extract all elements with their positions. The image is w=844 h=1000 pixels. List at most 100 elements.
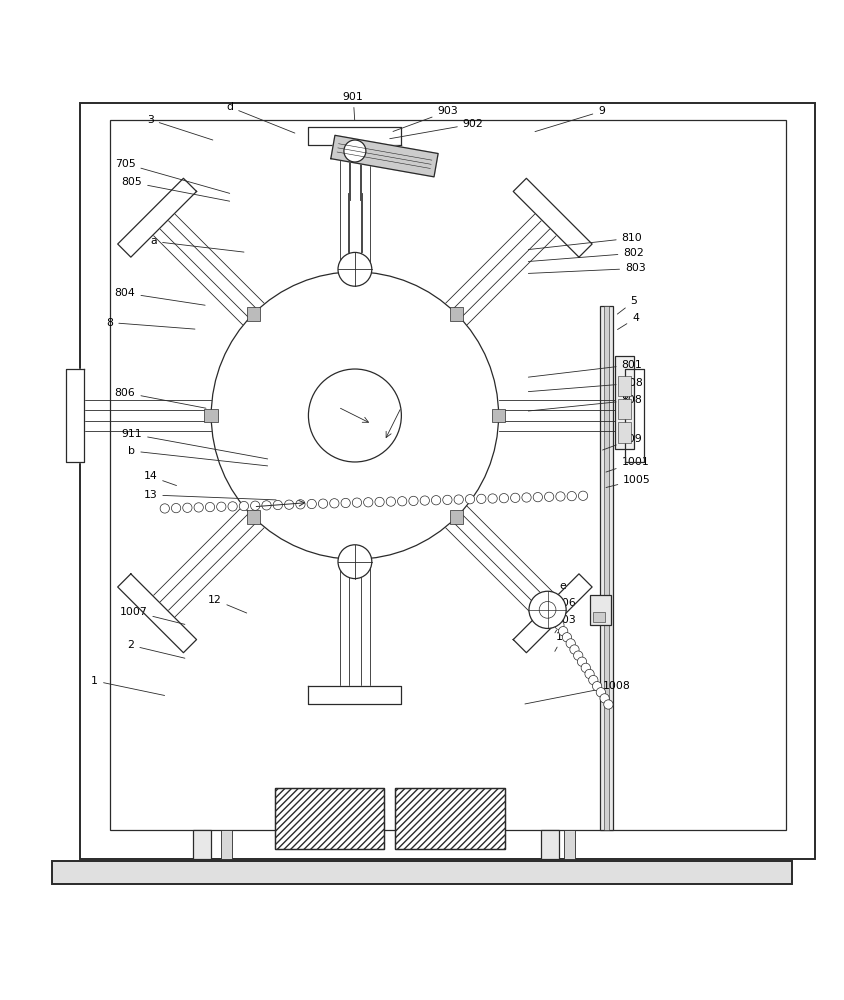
Circle shape bbox=[205, 502, 214, 512]
Bar bbox=[592, 612, 604, 622]
Circle shape bbox=[160, 504, 169, 513]
Bar bbox=[599, 306, 613, 830]
Circle shape bbox=[544, 492, 553, 501]
Circle shape bbox=[510, 493, 519, 502]
Circle shape bbox=[338, 545, 371, 579]
Polygon shape bbox=[331, 135, 437, 177]
Circle shape bbox=[522, 493, 531, 502]
Circle shape bbox=[442, 495, 452, 505]
Circle shape bbox=[419, 496, 429, 505]
Circle shape bbox=[338, 252, 371, 286]
Polygon shape bbox=[308, 127, 401, 145]
Circle shape bbox=[262, 501, 271, 510]
Circle shape bbox=[576, 657, 586, 666]
Circle shape bbox=[239, 501, 248, 511]
Bar bbox=[395, 788, 505, 849]
Text: 14: 14 bbox=[143, 471, 176, 486]
Text: 13: 13 bbox=[143, 490, 276, 500]
Circle shape bbox=[596, 688, 605, 697]
Polygon shape bbox=[117, 574, 197, 653]
Circle shape bbox=[284, 500, 294, 509]
Text: 902: 902 bbox=[389, 119, 483, 139]
Circle shape bbox=[273, 500, 282, 510]
Text: 1006: 1006 bbox=[549, 598, 576, 615]
Text: 1005: 1005 bbox=[605, 475, 650, 487]
Circle shape bbox=[565, 639, 575, 648]
Circle shape bbox=[588, 675, 598, 685]
Text: 911: 911 bbox=[122, 429, 268, 459]
Bar bbox=[395, 788, 505, 849]
Text: 1003: 1003 bbox=[549, 615, 576, 633]
Text: e: e bbox=[557, 581, 565, 598]
Text: b: b bbox=[128, 446, 268, 466]
Text: 802: 802 bbox=[528, 248, 643, 261]
Circle shape bbox=[561, 633, 571, 642]
Bar bbox=[221, 830, 231, 859]
Polygon shape bbox=[625, 369, 643, 462]
Circle shape bbox=[306, 499, 316, 509]
Bar bbox=[449, 307, 463, 321]
Circle shape bbox=[533, 492, 542, 502]
Polygon shape bbox=[117, 178, 197, 257]
Text: 12: 12 bbox=[208, 595, 246, 613]
Circle shape bbox=[581, 663, 590, 672]
Text: 708: 708 bbox=[528, 378, 641, 392]
Circle shape bbox=[341, 498, 350, 508]
Bar bbox=[80, 103, 814, 859]
Bar bbox=[274, 788, 384, 849]
Circle shape bbox=[318, 499, 327, 508]
Circle shape bbox=[528, 591, 565, 628]
Circle shape bbox=[182, 503, 192, 512]
Circle shape bbox=[573, 651, 582, 660]
Bar bbox=[540, 830, 559, 859]
Bar bbox=[204, 409, 218, 422]
Text: 805: 805 bbox=[122, 177, 230, 201]
Bar bbox=[589, 595, 610, 625]
Circle shape bbox=[554, 620, 564, 630]
Circle shape bbox=[599, 694, 609, 703]
Circle shape bbox=[216, 502, 225, 511]
Bar bbox=[449, 510, 463, 524]
Bar bbox=[564, 830, 574, 859]
Circle shape bbox=[465, 495, 474, 504]
Text: 3: 3 bbox=[147, 115, 213, 140]
Text: 8: 8 bbox=[106, 318, 195, 329]
Text: 806: 806 bbox=[115, 388, 206, 408]
Bar bbox=[617, 422, 630, 443]
Circle shape bbox=[329, 499, 338, 508]
Bar bbox=[348, 552, 361, 566]
Circle shape bbox=[228, 502, 237, 511]
Circle shape bbox=[592, 682, 601, 691]
Bar bbox=[617, 376, 630, 396]
Text: 705: 705 bbox=[115, 159, 230, 193]
Text: 9: 9 bbox=[534, 106, 604, 132]
Circle shape bbox=[211, 272, 498, 559]
Circle shape bbox=[352, 498, 361, 507]
Circle shape bbox=[558, 627, 567, 636]
Circle shape bbox=[569, 645, 578, 654]
Bar bbox=[614, 356, 633, 449]
Text: 4: 4 bbox=[617, 313, 638, 330]
Circle shape bbox=[308, 369, 401, 462]
Circle shape bbox=[577, 491, 587, 500]
Text: 2: 2 bbox=[127, 640, 185, 658]
Bar bbox=[192, 830, 211, 859]
Bar bbox=[603, 306, 609, 830]
Circle shape bbox=[363, 498, 372, 507]
Polygon shape bbox=[512, 178, 592, 257]
Circle shape bbox=[408, 496, 418, 506]
Circle shape bbox=[476, 494, 485, 504]
Bar bbox=[348, 265, 361, 279]
Text: 1: 1 bbox=[91, 676, 165, 695]
Circle shape bbox=[555, 492, 565, 501]
Circle shape bbox=[603, 700, 613, 709]
Circle shape bbox=[375, 497, 384, 507]
Text: 803: 803 bbox=[528, 263, 645, 273]
Bar bbox=[617, 399, 630, 419]
Text: 10: 10 bbox=[555, 632, 569, 651]
Circle shape bbox=[251, 501, 260, 510]
Text: a: a bbox=[150, 236, 244, 252]
Circle shape bbox=[194, 503, 203, 512]
Polygon shape bbox=[66, 369, 84, 462]
Text: 801: 801 bbox=[528, 360, 641, 377]
